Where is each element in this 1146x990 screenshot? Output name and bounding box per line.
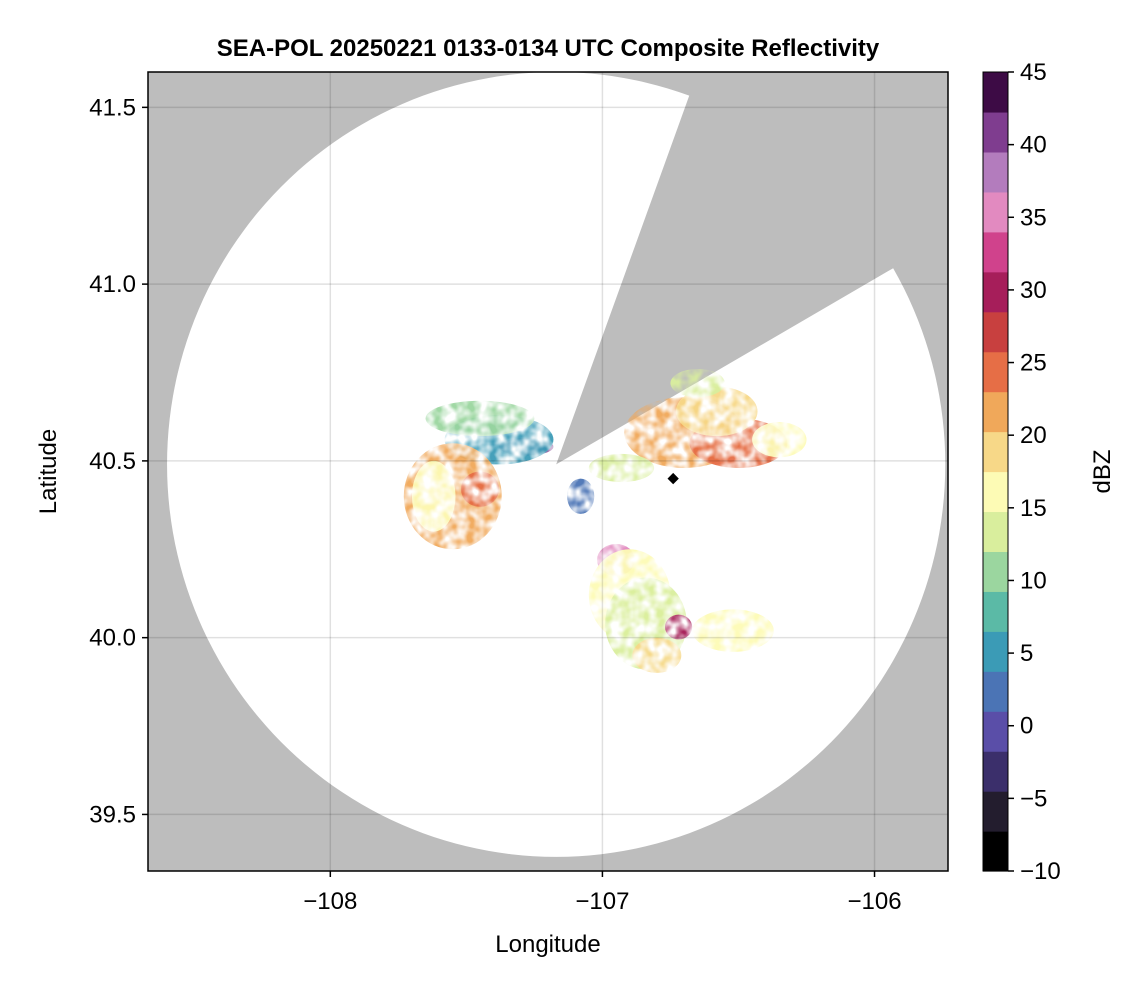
colorbar-band [983,511,1008,552]
reflectivity-cell [670,368,725,398]
colorbar-band [983,671,1008,712]
colorbar-band [983,311,1008,353]
colorbar-band [983,391,1008,433]
reflectivity-cell [460,471,500,507]
radar-coverage-area [167,72,946,857]
colorbar-band [983,831,1008,872]
plot-frame [147,71,949,872]
colorbar-tick-label: 40 [1020,132,1047,159]
colorbar-band [983,751,1008,792]
y-tick-label: 40.0 [89,625,136,652]
colorbar-band [983,471,1008,513]
reflectivity-cell [692,609,774,652]
colorbar-band [983,431,1008,473]
colorbar-tick-label: −5 [1020,785,1047,812]
colorbar-band [983,151,1008,193]
colorbar-band [983,351,1008,393]
colorbar-tick-label: 10 [1020,567,1047,594]
y-tick-label: 41.5 [89,94,136,121]
colorbar-tick-label: 20 [1020,422,1047,449]
colorbar-tick-label: 5 [1020,640,1033,667]
reflectivity-cell [588,453,655,483]
reflectivity-cell [675,386,758,437]
colorbar-band [983,591,1008,632]
colorbar-label: dBZ [1089,449,1116,493]
reflectivity-cell [632,637,682,674]
x-tick-label: −106 [847,888,901,915]
plot-area [147,71,949,872]
reflectivity-cell [567,478,595,514]
y-tick-label: 41.0 [89,271,136,298]
x-tick-label: −108 [303,888,357,915]
reflectivity-cell [665,614,693,640]
y-axis-ticks: 39.5 40.0 40.5 41.0 41.5 [89,94,148,828]
reflectivity-cell [425,400,535,437]
colorbar-band [983,72,1008,113]
colorbar-band [983,791,1008,832]
x-axis-label: Longitude [495,931,600,958]
y-tick-label: 40.5 [89,448,136,475]
colorbar: −10 −5 0 5 10 15 20 25 30 35 40 45 dBZ [982,59,1116,885]
y-tick-label: 39.5 [89,801,136,828]
grid-lines [148,72,948,871]
y-axis-label: Latitude [35,429,62,514]
colorbar-band [983,271,1008,313]
colorbar-ticks: −10 −5 0 5 10 15 20 25 30 35 40 45 [1008,59,1061,885]
colorbar-band [983,111,1008,153]
colorbar-tick-label: 35 [1020,204,1047,231]
colorbar-band [983,551,1008,592]
x-tick-label: −107 [575,888,629,915]
colorbar-tick-label: 15 [1020,495,1047,522]
colorbar-tick-label: 0 [1020,713,1033,740]
colorbar-band [983,631,1008,672]
reflectivity-cell [752,422,807,458]
reflectivity-cell [411,460,456,532]
colorbar-tick-label: 45 [1020,59,1047,86]
colorbar-tick-label: 25 [1020,350,1047,377]
colorbar-band [983,711,1008,752]
colorbar-tick-label: 30 [1020,277,1047,304]
reflectivity-cells [403,368,807,674]
colorbar-tick-label: −10 [1020,858,1061,885]
colorbar-band [983,231,1008,273]
chart-title: SEA-POL 20250221 0133-0134 UTC Composite… [217,35,880,62]
colorbar-bands [983,72,1008,872]
x-axis-ticks: −108 −107 −106 [303,871,902,915]
radar-site-marker [667,472,679,485]
colorbar-frame [982,71,1009,872]
colorbar-band [983,191,1008,233]
